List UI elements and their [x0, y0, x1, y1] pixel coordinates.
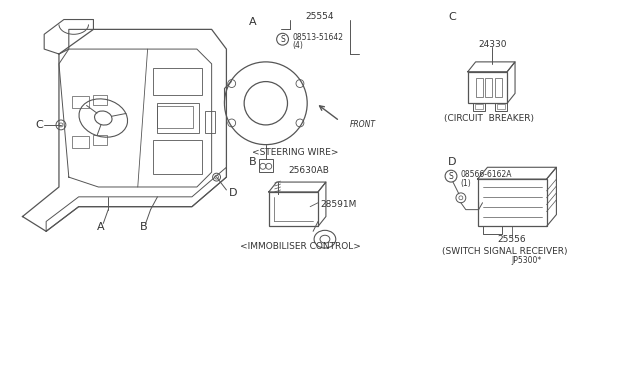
Text: FRONT: FRONT: [349, 121, 376, 129]
Bar: [475, 104, 483, 109]
Bar: [497, 104, 505, 109]
Text: 28591M: 28591M: [320, 200, 356, 209]
Bar: [468, 72, 507, 103]
Bar: [152, 140, 202, 174]
Bar: [473, 103, 484, 111]
Text: C: C: [35, 120, 43, 130]
Bar: [152, 68, 202, 95]
Text: S: S: [280, 35, 285, 44]
Bar: [72, 136, 90, 148]
Bar: [93, 95, 108, 105]
Text: <IMMOBILISER CONTROL>: <IMMOBILISER CONTROL>: [240, 241, 361, 251]
Text: D: D: [229, 188, 238, 198]
Bar: [259, 160, 273, 172]
Text: JP5300*: JP5300*: [511, 256, 541, 265]
Text: (1): (1): [461, 179, 472, 187]
Bar: [477, 179, 547, 227]
Bar: [93, 135, 108, 145]
Bar: [72, 96, 90, 108]
Text: (4): (4): [292, 41, 303, 49]
Text: 25556: 25556: [498, 235, 527, 244]
Bar: [495, 103, 507, 111]
Text: B: B: [140, 222, 147, 232]
Text: 08513-51642: 08513-51642: [292, 33, 344, 42]
Text: A: A: [97, 222, 104, 232]
Text: S: S: [449, 171, 453, 181]
Text: D: D: [448, 157, 456, 167]
Text: 25630AB: 25630AB: [289, 166, 330, 175]
Text: 24330: 24330: [478, 40, 507, 49]
Text: B: B: [249, 157, 257, 167]
Bar: [495, 78, 502, 97]
Bar: [486, 78, 492, 97]
Text: C: C: [448, 12, 456, 22]
Text: 25554: 25554: [306, 12, 334, 21]
Bar: [476, 78, 483, 97]
Text: 08566-6162A: 08566-6162A: [461, 170, 513, 179]
Text: A: A: [249, 17, 257, 28]
Text: (CIRCUIT  BREAKER): (CIRCUIT BREAKER): [444, 113, 534, 122]
Bar: [157, 103, 199, 133]
Bar: [269, 192, 318, 227]
Text: <STEERING WIRE>: <STEERING WIRE>: [252, 148, 339, 157]
Bar: [205, 111, 214, 133]
Text: (SWITCH SIGNAL RECEIVER): (SWITCH SIGNAL RECEIVER): [442, 247, 568, 256]
Bar: [157, 106, 193, 128]
